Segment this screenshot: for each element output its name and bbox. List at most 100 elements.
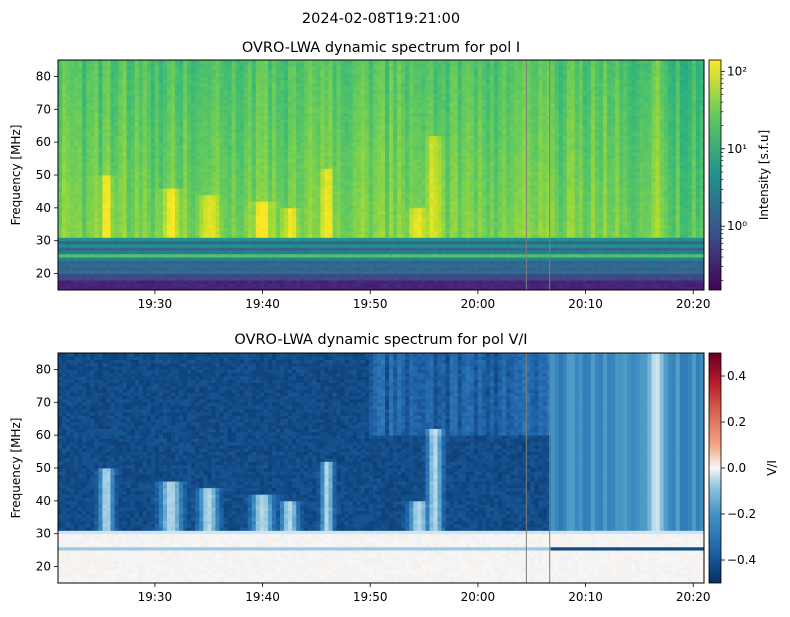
heatmap-cell <box>215 86 220 90</box>
heatmap-cell <box>227 247 233 251</box>
heatmap-cell <box>263 142 269 146</box>
heatmap-cell <box>98 175 103 179</box>
heatmap-cell <box>340 181 346 186</box>
heatmap-cell <box>62 273 67 278</box>
heatmap-cell <box>94 92 99 97</box>
heatmap-cell <box>94 132 99 136</box>
heatmap-cell <box>239 194 245 199</box>
heatmap-cell <box>167 201 172 205</box>
heatmap-cell <box>276 260 281 265</box>
heatmap-cell <box>162 270 168 274</box>
heatmap-cell <box>90 217 95 222</box>
heatmap-cell <box>316 227 321 232</box>
heatmap-cell <box>207 132 212 136</box>
heatmap-cell <box>203 96 208 100</box>
heatmap-cell <box>235 234 241 238</box>
heatmap-cell <box>251 145 257 150</box>
heatmap-cell <box>320 171 325 176</box>
heatmap-cell <box>276 99 281 104</box>
heatmap-cell <box>243 86 249 90</box>
heatmap-cell <box>179 122 184 127</box>
heatmap-cell <box>300 125 305 130</box>
heatmap-cell <box>199 109 204 113</box>
heatmap-cell <box>154 224 160 228</box>
heatmap-cell <box>203 155 208 159</box>
heatmap-cell <box>292 76 297 81</box>
heatmap-cell <box>320 175 325 179</box>
heatmap-cell <box>328 247 333 251</box>
heatmap-cell <box>328 60 333 64</box>
heatmap-cell <box>110 280 115 284</box>
heatmap-cell <box>74 247 79 251</box>
heatmap-cell <box>62 125 67 130</box>
heatmap-cell <box>231 237 237 242</box>
heatmap-cell <box>118 247 123 251</box>
heatmap-cell <box>259 112 265 117</box>
heatmap-cell <box>183 188 188 192</box>
heatmap-cell <box>58 73 63 77</box>
heatmap-cell <box>255 276 261 281</box>
heatmap-cell <box>146 175 152 179</box>
heatmap-cell <box>207 148 212 153</box>
heatmap-cell <box>150 161 156 166</box>
heatmap-cell <box>336 168 342 173</box>
heatmap-cell <box>296 214 301 219</box>
heatmap-cell <box>62 247 67 251</box>
heatmap-cell <box>122 155 128 159</box>
heatmap-cell <box>86 211 91 215</box>
heatmap-cell <box>175 161 180 166</box>
heatmap-cell <box>320 83 325 87</box>
heatmap-cell <box>183 270 188 274</box>
heatmap-cell <box>154 263 160 268</box>
heatmap-cell <box>284 99 289 104</box>
heatmap-cell <box>276 214 281 219</box>
heatmap-cell <box>162 204 168 209</box>
heatmap-cell <box>90 201 95 205</box>
heatmap-cell <box>110 247 115 251</box>
heatmap-cell <box>320 227 325 232</box>
heatmap-cell <box>154 267 160 271</box>
heatmap-cell <box>215 184 220 189</box>
heatmap-cell <box>332 125 337 130</box>
heatmap-cell <box>231 122 237 127</box>
heatmap-cell <box>171 102 176 107</box>
heatmap-cell <box>340 165 346 169</box>
heatmap-cell <box>239 112 245 117</box>
heatmap-cell <box>126 227 132 232</box>
heatmap-cell <box>98 115 103 120</box>
heatmap-cell <box>223 207 228 212</box>
heatmap-cell <box>247 168 253 173</box>
heatmap-cell <box>110 191 115 196</box>
heatmap-cell <box>102 184 107 189</box>
heatmap-cell <box>118 122 123 127</box>
heatmap-cell <box>207 263 212 268</box>
heatmap-cell <box>94 263 99 268</box>
heatmap-cell <box>122 60 128 64</box>
heatmap-cell <box>255 181 261 186</box>
heatmap-cell <box>114 152 119 156</box>
heatmap-cell <box>324 135 329 140</box>
heatmap-cell <box>340 145 346 150</box>
heatmap-cell <box>215 227 220 232</box>
heatmap-cell <box>271 99 277 104</box>
heatmap-cell <box>231 112 237 117</box>
heatmap-cell <box>118 165 123 169</box>
heatmap-cell <box>267 152 273 156</box>
heatmap-cell <box>267 214 273 219</box>
heatmap-cell <box>284 230 289 235</box>
heatmap-cell <box>62 260 67 265</box>
heatmap-cell <box>118 63 123 67</box>
heatmap-cell <box>175 92 180 97</box>
heatmap-cell <box>58 181 63 186</box>
heatmap-cell <box>263 165 269 169</box>
heatmap-cell <box>195 280 200 284</box>
heatmap-cell <box>255 89 261 94</box>
heatmap-cell <box>300 267 305 271</box>
heatmap-cell <box>336 102 342 107</box>
heatmap-cell <box>239 148 245 153</box>
heatmap-cell <box>130 244 136 248</box>
heatmap-cell <box>114 184 119 189</box>
heatmap-cell <box>134 96 140 100</box>
heatmap-cell <box>58 198 63 202</box>
heatmap-cell <box>66 89 71 94</box>
